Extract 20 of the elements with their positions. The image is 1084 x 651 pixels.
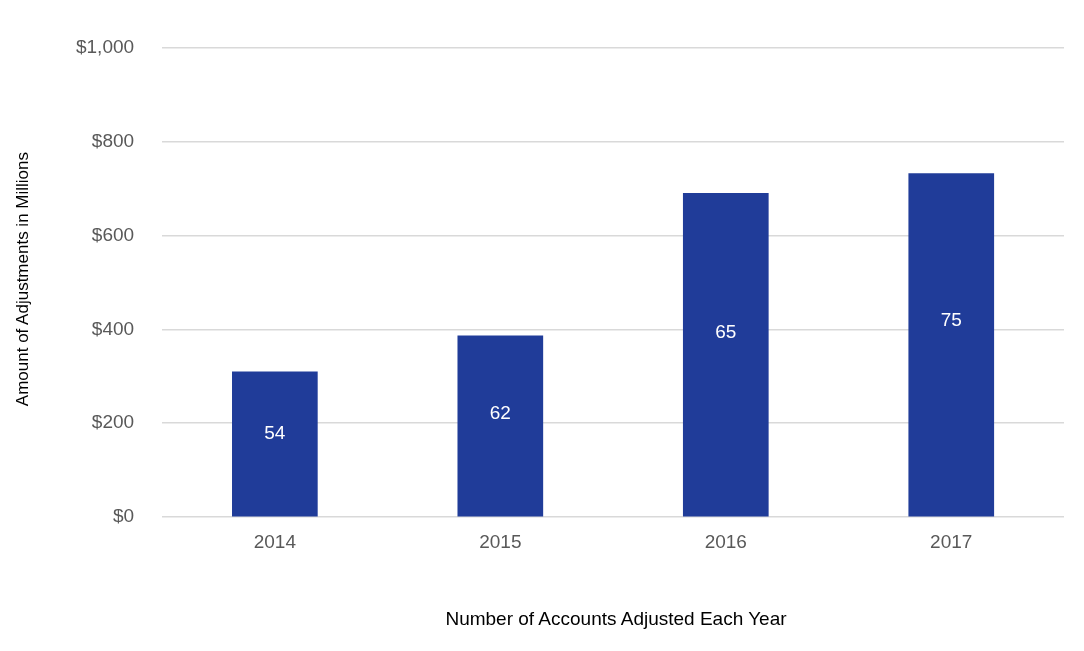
x-tick-label: 2017 — [930, 530, 973, 552]
bar — [457, 335, 544, 517]
annotation: 62 — [489, 401, 511, 423]
y-axis-title: Amount of Adjustments in Millions — [13, 152, 33, 407]
y-tick-label: $400 — [91, 317, 135, 339]
bar — [908, 173, 995, 517]
x-tick-label: 2014 — [253, 530, 297, 552]
y-tick-label: $800 — [91, 129, 135, 151]
bar — [232, 371, 318, 517]
x-tick-label: 2015 — [479, 530, 522, 552]
x-axis-title: Number of Accounts Adjusted Each Year — [444, 608, 788, 630]
x-tick-label: 2016 — [704, 530, 747, 552]
y-tick-label: $600 — [91, 223, 135, 245]
annotation: 65 — [715, 320, 737, 342]
y-tick-label: $0 — [112, 505, 135, 527]
bar — [682, 193, 769, 517]
annotation: 75 — [940, 309, 962, 331]
y-tick-label: $1,000 — [75, 35, 135, 57]
annotation: 54 — [264, 422, 286, 444]
y-tick-label: $200 — [91, 411, 135, 433]
